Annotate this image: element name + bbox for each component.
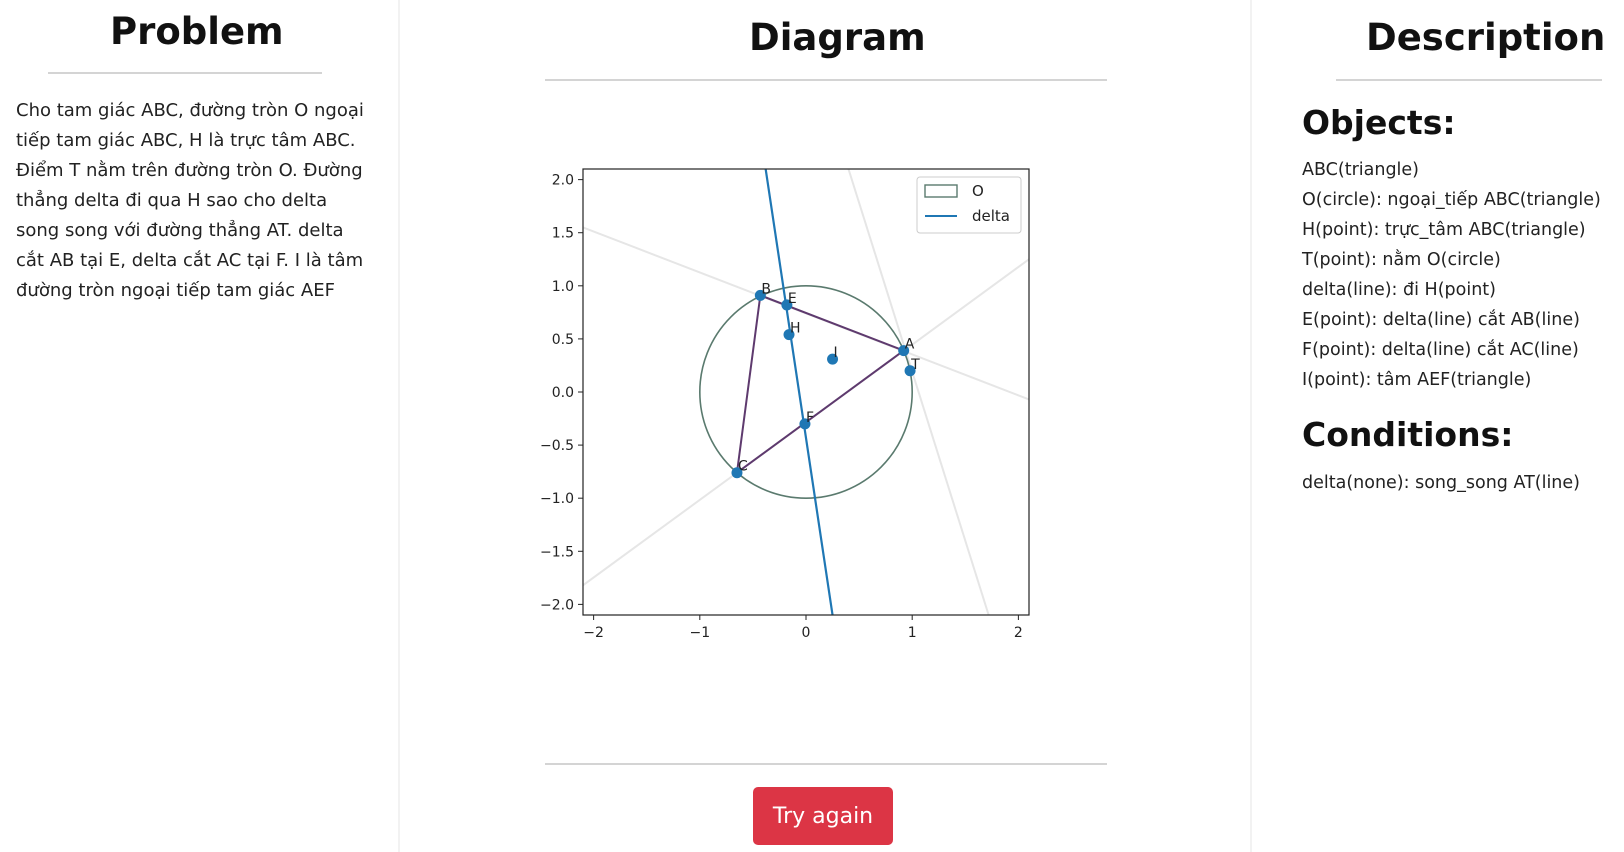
y-tick-label: −2.0 [540, 597, 574, 613]
try-again-button[interactable]: Try again [753, 787, 893, 845]
point-a [898, 345, 910, 357]
object-item: E(point): delta(line) cắt AB(line) [1302, 310, 1580, 330]
y-tick-label: 2.0 [552, 173, 574, 189]
point-label: F [806, 410, 814, 426]
divider [545, 763, 1107, 765]
conditions-list: delta(none): song_song AT(line) [1302, 468, 1580, 498]
diagram-title: Diagram [749, 16, 926, 59]
y-tick-label: 0.0 [552, 385, 574, 401]
legend-swatch-circle [924, 184, 958, 198]
point-label: B [761, 281, 771, 297]
divider [48, 72, 322, 74]
problem-title: Problem [110, 10, 284, 53]
x-tick-label: 1 [908, 625, 917, 641]
plot-frame [582, 168, 1030, 616]
guide-line [847, 169, 990, 615]
y-tick-label: 0.5 [552, 332, 574, 348]
object-item: delta(line): đi H(point) [1302, 280, 1496, 300]
x-tick-label: 0 [802, 625, 811, 641]
point-label: T [910, 357, 920, 373]
y-tick-label: 1.0 [552, 279, 574, 295]
point-label: E [788, 291, 797, 307]
y-tick-label: −1.5 [540, 544, 574, 560]
point-e [781, 299, 793, 311]
point-t [904, 365, 916, 377]
object-item: F(point): delta(line) cắt AC(line) [1302, 340, 1579, 360]
x-tick-label: −2 [583, 625, 604, 641]
object-item: H(point): trực_tâm ABC(triangle) [1302, 220, 1586, 240]
objects-list: ABC(triangle) O(circle): ngoại_tiếp ABC(… [1302, 155, 1601, 395]
objects-heading: Objects: [1302, 103, 1456, 142]
legend-label: delta [972, 207, 1010, 225]
diagram-panel: Diagram A B C E H I T F −2 −1 0 1 2 −2.0 −1.5 −1.0 −0.5 0… [400, 0, 1250, 852]
point-i [827, 353, 839, 365]
conditions-heading: Conditions: [1302, 415, 1514, 454]
point-c [731, 467, 743, 479]
y-tick-label: 1.5 [552, 226, 574, 242]
x-tick-label: 2 [1014, 625, 1023, 641]
point-b [754, 289, 766, 301]
x-tick-label: −1 [689, 625, 710, 641]
object-item: T(point): nằm O(circle) [1302, 250, 1501, 270]
point-label: I [834, 345, 838, 361]
circle-o [699, 285, 913, 499]
plot-area: A B C EH I T F [583, 169, 1029, 615]
problem-text: Cho tam giác ABC, đường tròn O ngoại tiế… [16, 100, 364, 301]
point-label: C [738, 459, 748, 475]
divider [1336, 79, 1602, 81]
divider [545, 79, 1107, 81]
point-h [783, 329, 795, 341]
geometry-plot: A B C EH I T F −2 −1 0 1 2 −2.0 −1.5 −1.0 −0.5 0.0 0.5 1.0… [540, 168, 1030, 641]
y-tick-label: −1.0 [540, 491, 574, 507]
description-title: Description [1366, 16, 1606, 59]
legend-label: O [972, 182, 984, 200]
problem-panel: Problem Cho tam giác ABC, đường tròn O n… [0, 0, 398, 852]
point-label: H [790, 321, 801, 337]
description-panel: Description Objects: ABC(triangle) O(cir… [1252, 0, 1624, 852]
point-label: A [905, 337, 915, 353]
condition-item: delta(none): song_song AT(line) [1302, 473, 1580, 493]
object-item: I(point): tâm AEF(triangle) [1302, 370, 1532, 390]
object-item: ABC(triangle) [1302, 160, 1420, 180]
delta-line [764, 169, 834, 615]
y-tick-label: −0.5 [540, 438, 574, 454]
triangle-abc [735, 293, 906, 475]
object-item: O(circle): ngoại_tiếp ABC(triangle) [1302, 190, 1601, 210]
legend-box [916, 176, 1022, 234]
point-f [799, 418, 811, 430]
